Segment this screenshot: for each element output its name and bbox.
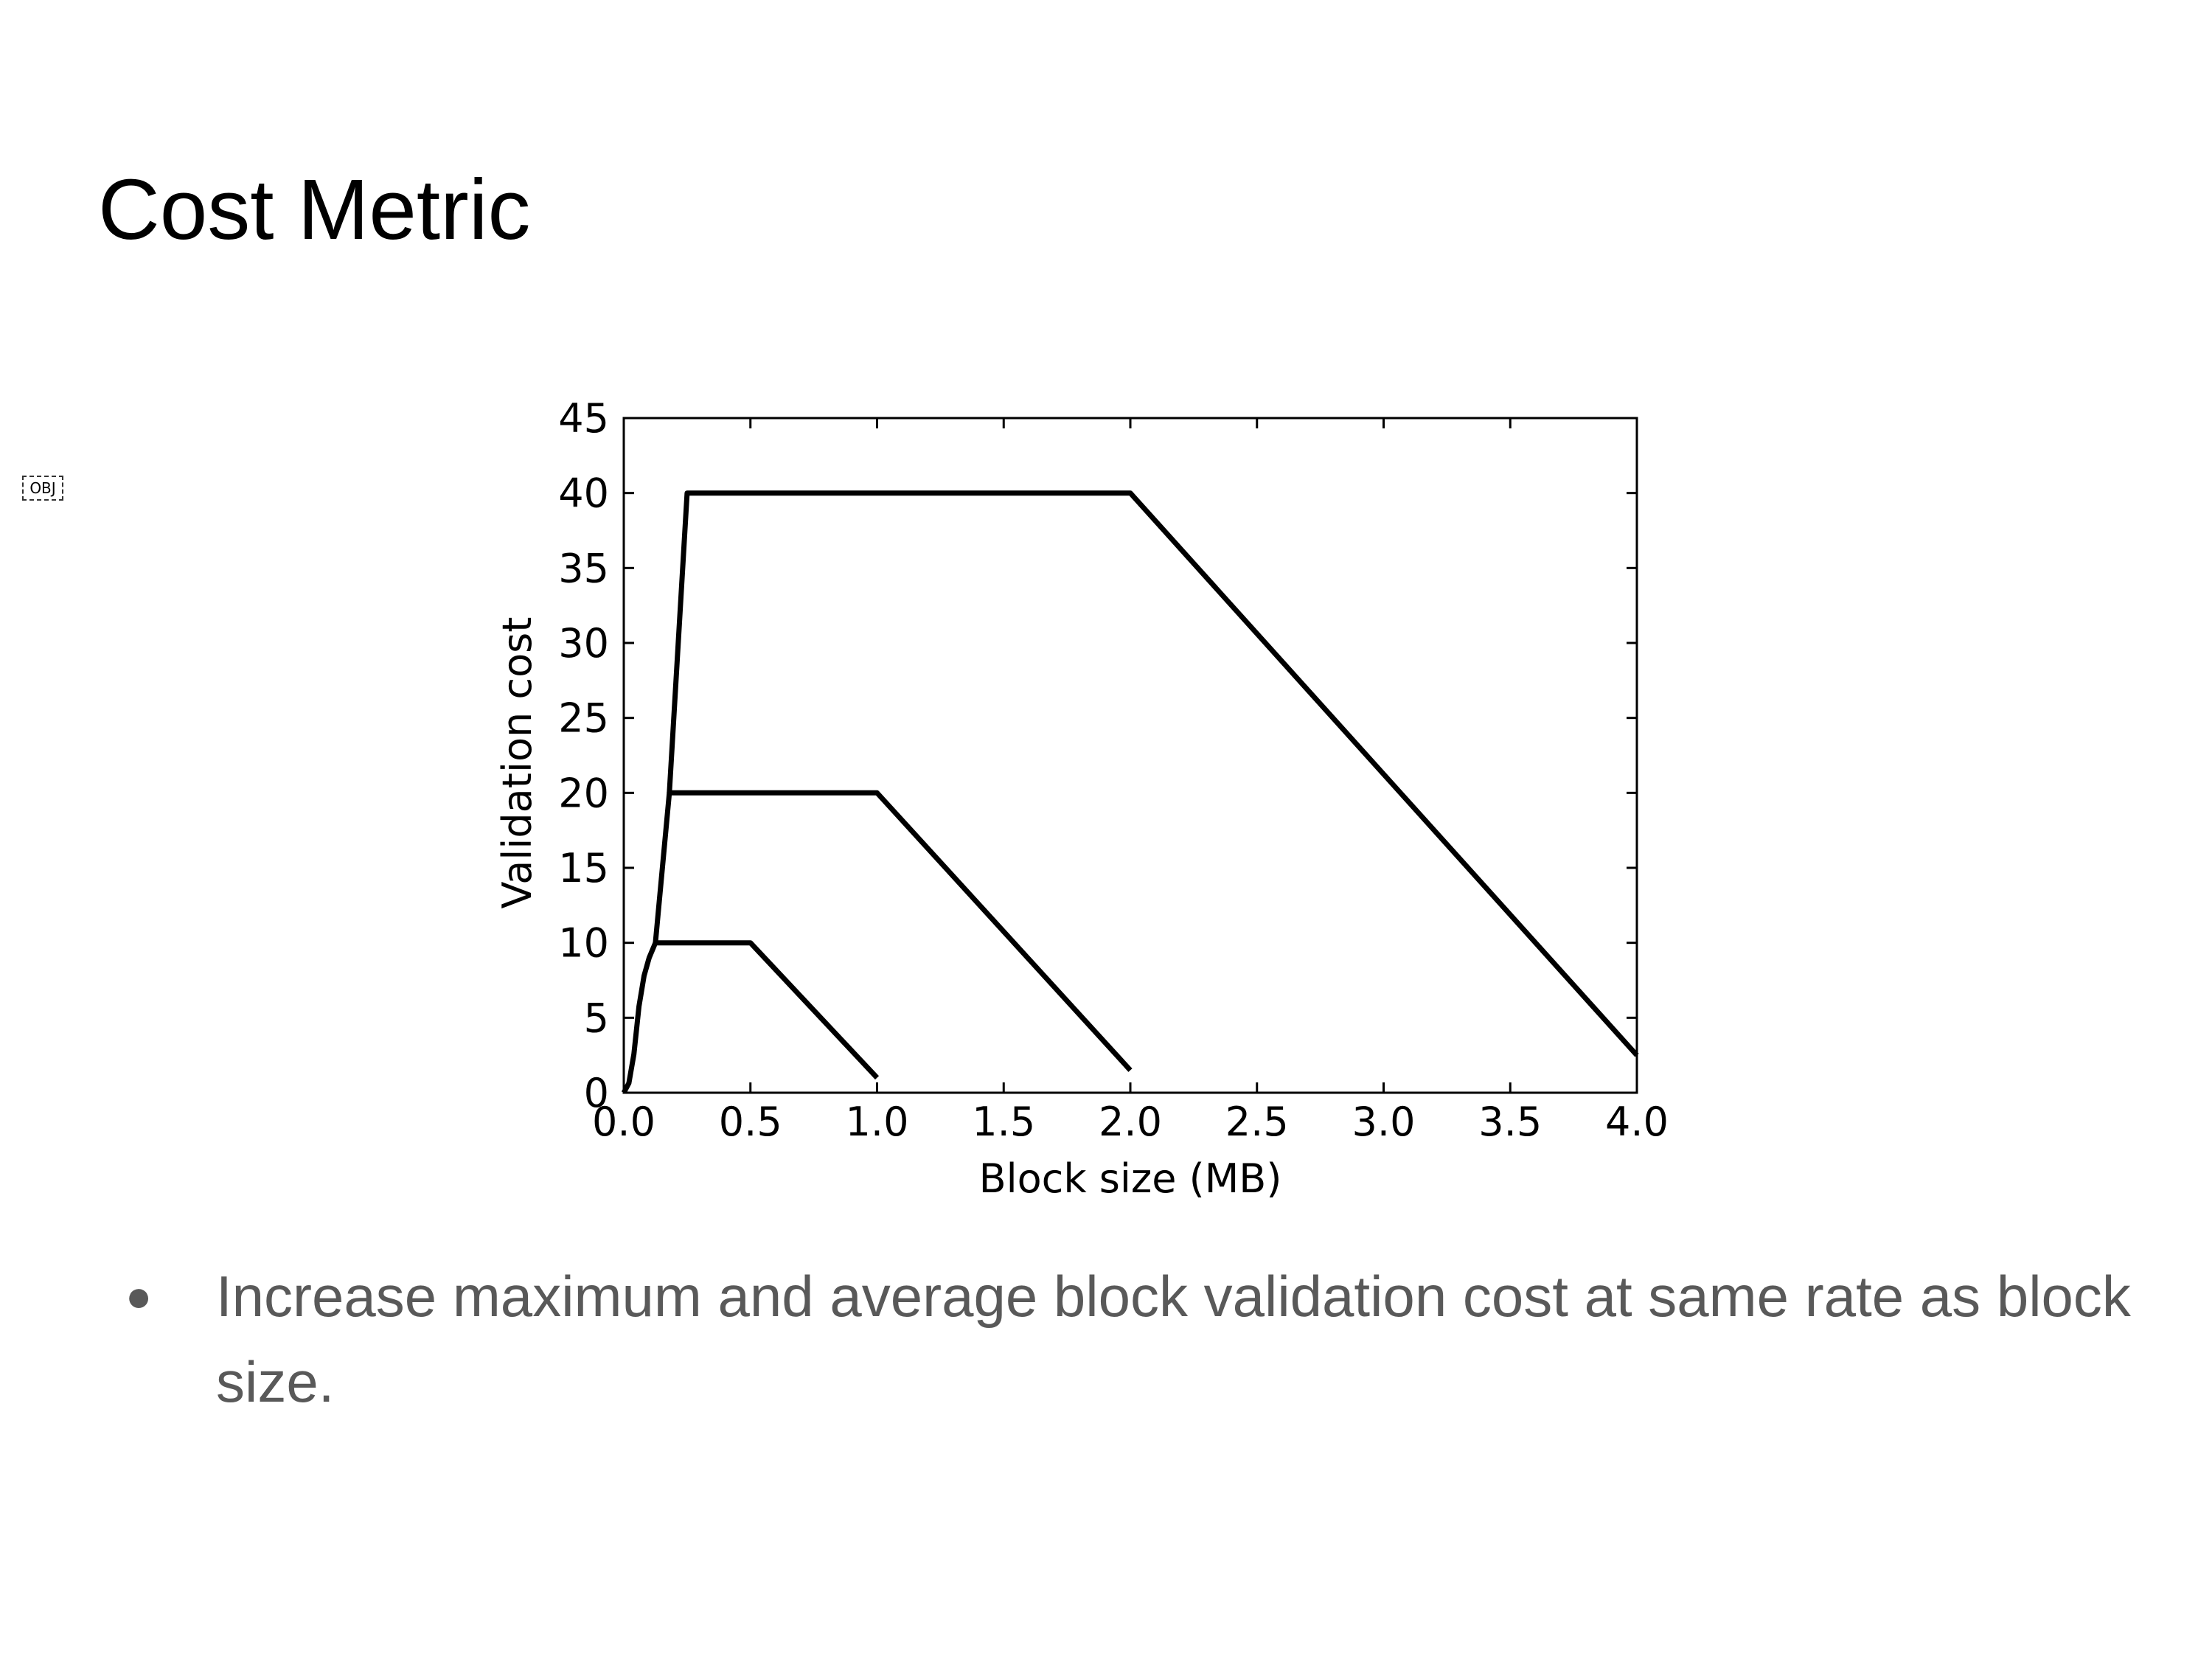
x-tick-label: 0.5 [719,1099,782,1145]
plot-frame [622,417,1638,1094]
slide-title: Cost Metric [98,161,531,257]
bullet-marker: ● [125,1271,153,1321]
series-line-2 [653,790,1133,1072]
x-tick-label: 2.0 [1099,1099,1162,1145]
axis-ticks: 0.0 0.5 1.0 1.5 2.0 2.5 3.0 3.5 4.0 0 5 10 15 20 25 30 3… [558,395,1669,1145]
series-line-3 [667,490,1639,1057]
y-tick-label: 5 [584,995,609,1041]
y-tick-label: 15 [558,845,609,891]
y-tick-label: 0 [584,1070,609,1116]
series-lines [621,490,1639,1094]
y-tick-label: 25 [558,695,609,742]
y-tick-label: 10 [558,920,609,967]
x-tick-label: 3.5 [1478,1099,1542,1145]
object-placeholder-icon: OBJ [22,476,63,501]
x-tick-label: 1.5 [972,1099,1035,1145]
x-tick-label: 2.5 [1225,1099,1289,1145]
x-tick-label: 0.0 [592,1099,655,1145]
plot-border [622,417,1638,1094]
x-axis-label: Block size (MB) [979,1155,1282,1202]
y-tick-label: 40 [558,470,609,517]
y-axis-label: Validation cost [494,617,540,909]
x-tick-label: 1.0 [846,1099,909,1145]
series-line-1 [621,940,880,1094]
x-tick-label: 4.0 [1605,1099,1669,1145]
y-tick-label: 45 [558,395,609,442]
x-tick-label: 3.0 [1352,1099,1416,1145]
y-tick-label: 30 [558,620,609,667]
y-tick-label: 35 [558,545,609,591]
bullet-text: Increase maximum and average block valid… [216,1264,2131,1414]
y-tick-label: 20 [558,770,609,816]
